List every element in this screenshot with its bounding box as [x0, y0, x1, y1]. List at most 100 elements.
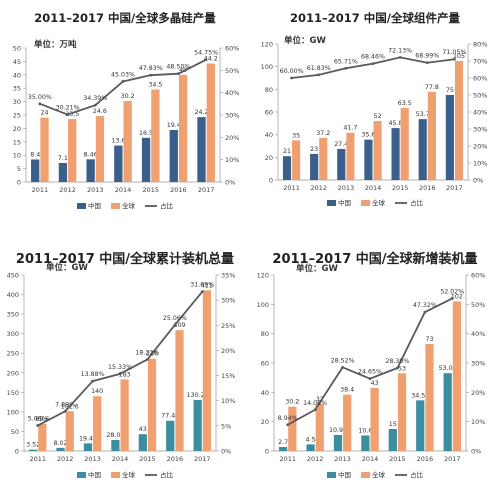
left-axis-tick-label: 400 [7, 291, 19, 299]
x-tick-label: 2016 [419, 184, 436, 192]
x-tick-label: 2014 [115, 186, 132, 194]
bar-value-label: 140 [91, 388, 103, 395]
legend-label-china: 中国 [338, 470, 351, 479]
bar-value-label: 63.5 [398, 100, 412, 107]
bar-value-label: 24 [41, 110, 49, 117]
bar-value-label: 35 [292, 132, 300, 139]
share-line-label: 34.39% [83, 95, 107, 102]
share-line-point [173, 323, 177, 327]
bar-value-label: 309 [173, 322, 185, 329]
bar-china [445, 95, 454, 180]
share-line-label: 24.65% [358, 369, 382, 376]
bar-value-label: 43 [371, 380, 379, 387]
right-axis-tick-label: 50% [225, 67, 239, 75]
right-axis-tick-label: 5% [221, 422, 231, 430]
legend: 中国 全球 占比 [77, 470, 174, 479]
right-axis-tick-label: 35% [221, 272, 235, 280]
bar-china [333, 434, 343, 451]
share-line-label: 61.83% [307, 65, 331, 72]
bar-china [28, 449, 38, 451]
left-axis-tick-label: 20 [265, 154, 273, 162]
bar-global [427, 91, 436, 180]
left-axis-tick-label: 0 [269, 177, 273, 185]
x-tick-label: 2013 [84, 455, 101, 463]
share-line-point [313, 408, 317, 412]
x-tick-label: 2015 [389, 455, 406, 463]
share-line-label: 47.83% [139, 65, 163, 72]
share-line-point [66, 113, 69, 116]
bar-value-label: 30.2 [121, 93, 135, 100]
bar-global [400, 108, 409, 180]
right-axis-tick-label: 30% [225, 112, 239, 120]
share-line-point [371, 62, 375, 66]
left-axis-tick-label: 200 [7, 369, 19, 377]
bar-global [452, 301, 462, 451]
share-line-label: 8.94% [278, 415, 298, 422]
left-axis-tick-label: 0 [15, 448, 19, 456]
bar-value-label: 16.5 [139, 130, 153, 137]
x-tick-label: 2015 [392, 184, 409, 192]
bar-value-label: 8.4 [30, 151, 40, 158]
bar-value-label: 43 [139, 426, 147, 433]
share-line-label: 48.50% [166, 64, 190, 71]
right-axis-tick-label: 50% [471, 301, 485, 309]
left-axis-tick-label: 0 [265, 448, 269, 456]
bar-value-label: 19.4 [167, 122, 181, 129]
x-tick-label: 2012 [307, 455, 324, 463]
bar-global [288, 406, 297, 451]
share-line-point [200, 290, 204, 294]
bar-china [388, 429, 397, 451]
bar-china [31, 159, 40, 182]
bar-value-label: 41.7 [343, 125, 357, 132]
share-line-point [146, 357, 149, 361]
left-axis-tick-label: 100 [257, 301, 269, 309]
share-line-label: 71.05% [442, 49, 466, 56]
bar-value-label: 4.5 [306, 436, 316, 443]
bar-value-label: 73 [425, 336, 433, 343]
legend-label-global: 全球 [372, 198, 386, 207]
bar-value-label: 32 [316, 396, 324, 403]
bar-global [38, 423, 47, 451]
share-line-label: 28.52% [331, 357, 355, 364]
x-tick-label: 2017 [444, 455, 461, 463]
left-axis-tick-label: 120 [257, 272, 269, 280]
left-axis-tick-label: 100 [261, 63, 273, 71]
right-axis-tick-label: 70% [473, 58, 487, 66]
share-line-point [453, 57, 456, 61]
left-axis-tick-label: 60 [265, 109, 273, 117]
bar-china [306, 444, 315, 451]
bar-value-label: 102 [451, 293, 463, 300]
share-line-label: 15.33% [108, 364, 132, 371]
bar-value-label: 53.7 [416, 111, 430, 118]
bar-china [282, 156, 292, 180]
bar-global [147, 358, 157, 451]
legend-label-china: 中国 [88, 201, 101, 210]
bar-global [40, 117, 49, 182]
x-tick-label: 2011 [279, 455, 296, 463]
share-line-label: 52.02% [440, 288, 464, 295]
share-line-label: 30.21% [56, 105, 80, 112]
left-axis-tick-label: 25 [13, 112, 21, 120]
chart-panel-new: 2011–2017 中国/全球新增装机量 单位：GW 0 20 40 60 80 100 120… [250, 245, 500, 490]
left-axis-tick-label: 20 [261, 418, 269, 426]
x-tick-label: 2015 [142, 186, 159, 194]
right-axis-tick-label: 60% [225, 45, 239, 53]
right-axis-tick-label: 25% [221, 322, 235, 330]
bar-value-label: 8.46 [84, 151, 98, 158]
bar-value-label: 69.6 [35, 416, 49, 423]
share-line-point [93, 103, 97, 107]
share-line-point [317, 73, 321, 77]
legend: 中国 全球 占比 [327, 470, 424, 479]
right-axis-tick-label: 20% [471, 389, 485, 397]
bar-china [310, 153, 319, 180]
bar-china [193, 400, 202, 451]
x-tick-label: 2012 [59, 186, 76, 194]
bar-value-label: 24.6 [93, 108, 107, 115]
bar-value-label: 19.43 [79, 435, 97, 442]
legend-swatch-china [327, 472, 336, 478]
right-axis-tick-label: 0% [225, 179, 235, 187]
right-axis-tick-label: 40% [473, 109, 487, 117]
bar-global [178, 74, 188, 182]
bar-value-label: 130.25 [187, 392, 209, 399]
